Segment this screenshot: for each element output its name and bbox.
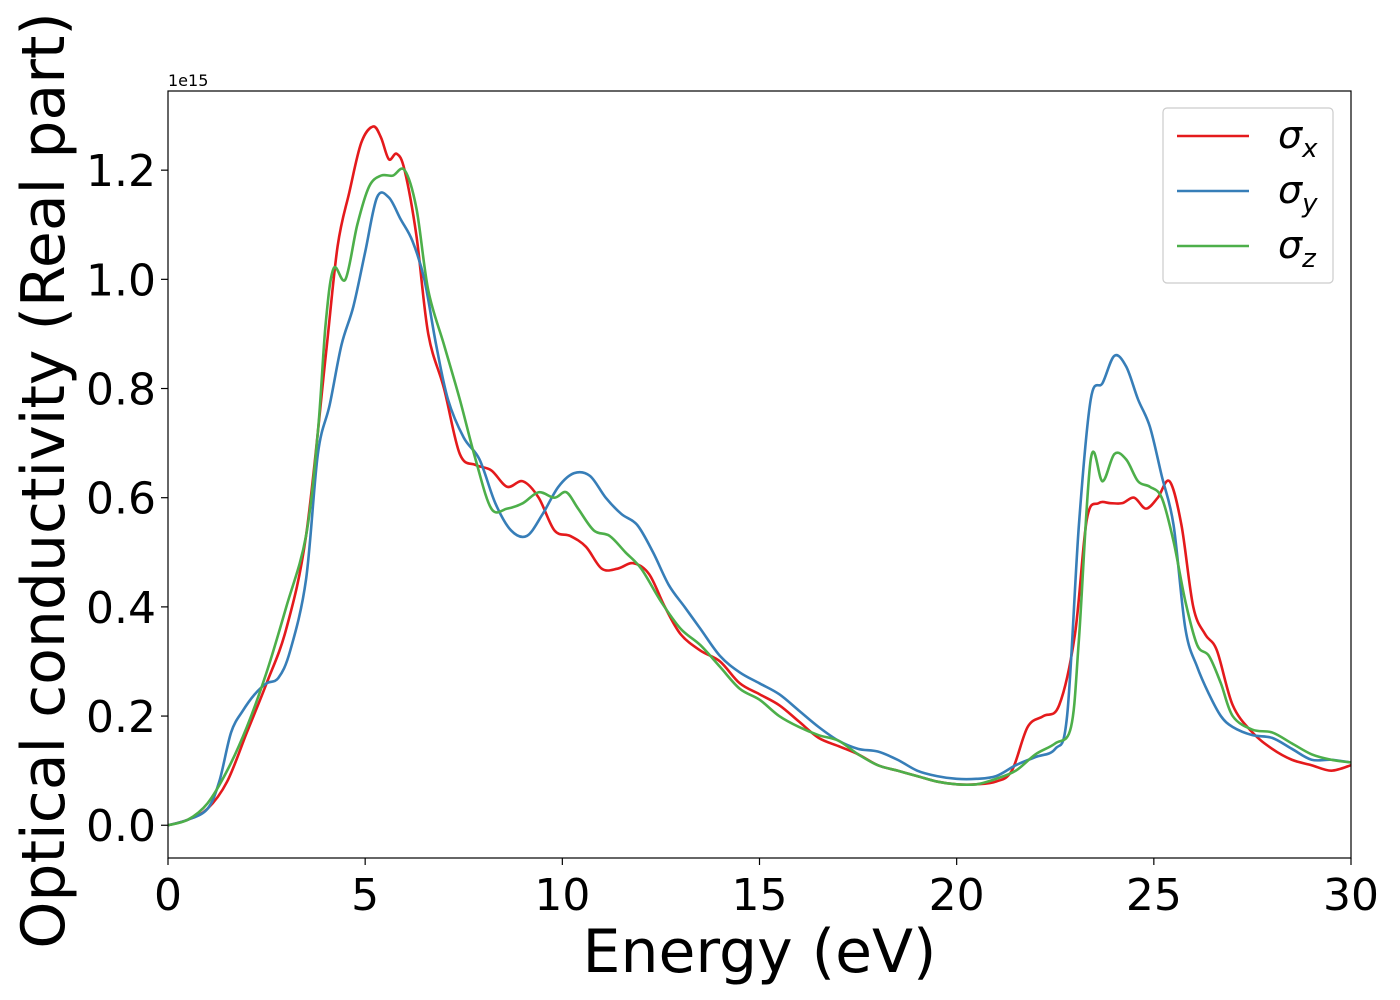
y-axis-label: Optical conductivity (Real part) xyxy=(9,12,79,949)
series-line-sigma-x xyxy=(168,125,1351,827)
series-lines xyxy=(168,125,1351,827)
x-tick-label: 20 xyxy=(929,870,985,921)
legend-entry-sigma-z: σz xyxy=(1278,223,1317,274)
y-offset-text: 1e15 xyxy=(168,71,208,90)
y-tick-label: 1.0 xyxy=(86,255,156,306)
legend-entry-sigma-x: σx xyxy=(1278,113,1318,164)
series-line-sigma-z xyxy=(168,167,1351,827)
legend-entry-sigma-y: σy xyxy=(1278,168,1318,219)
y-tick-label: 0.6 xyxy=(86,474,156,525)
legend-box xyxy=(1162,107,1334,284)
series-line-sigma-y xyxy=(168,191,1351,827)
y-tick-label: 0.8 xyxy=(86,365,156,416)
x-tick-label: 15 xyxy=(732,870,788,921)
x-tick-label: 10 xyxy=(534,870,590,921)
x-tick-label: 30 xyxy=(1323,870,1379,921)
y-tick-label: 1.2 xyxy=(86,146,156,197)
x-axis-ticks: 0 5 10 15 20 25 30 xyxy=(154,858,1379,921)
x-axis-label: Energy (eV) xyxy=(583,917,937,987)
x-tick-label: 0 xyxy=(154,870,182,921)
y-tick-label: 0.2 xyxy=(86,692,156,743)
x-tick-label: 25 xyxy=(1126,870,1182,921)
y-tick-label: 0.4 xyxy=(86,583,156,634)
y-axis-ticks: 0.0 0.2 0.4 0.6 0.8 1.0 1.2 xyxy=(86,146,168,852)
y-tick-label: 0.0 xyxy=(86,801,156,852)
x-tick-label: 5 xyxy=(351,870,379,921)
